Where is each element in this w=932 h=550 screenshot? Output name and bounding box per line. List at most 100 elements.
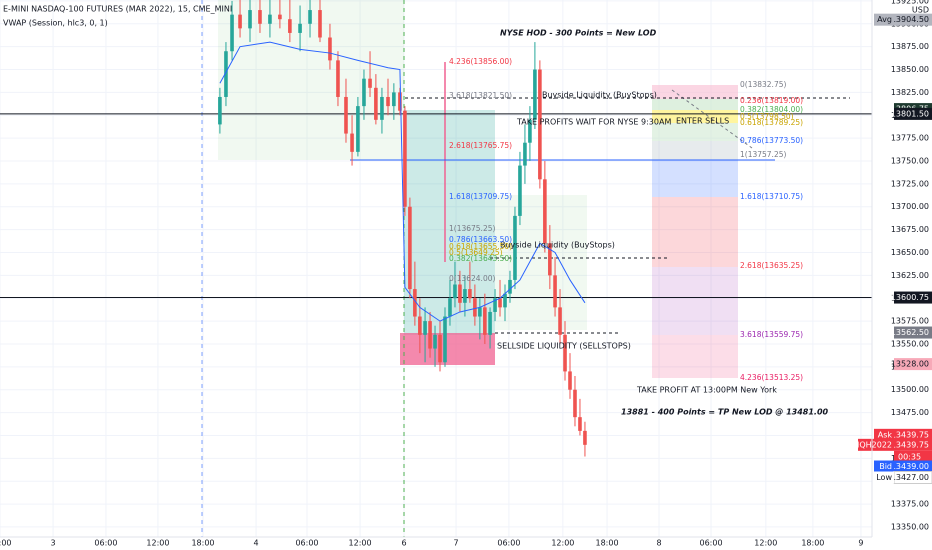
candle-body <box>443 316 447 363</box>
candle-body <box>308 10 312 24</box>
fib-label: 3.618(13821.50) <box>449 91 512 100</box>
fib-label: 0.618(13789.25) <box>740 118 803 127</box>
candle-body <box>218 96 222 125</box>
price-tag-label: 13427.00 <box>891 473 929 482</box>
fib-label: 0.5(13798.50) <box>740 112 794 121</box>
countdown-bg <box>894 450 932 463</box>
fib-band <box>652 335 738 378</box>
annotation: ENTER SELLS <box>676 117 729 126</box>
x-tick-label: 3 <box>51 539 56 548</box>
candle-body <box>438 334 442 363</box>
price-tag-name: NQH2022 <box>853 440 892 449</box>
fib-label: 1.618(13709.75) <box>449 192 512 201</box>
fib-label: 0.618(13655.50) <box>449 242 512 251</box>
x-tick-label: 18:00 <box>596 539 619 548</box>
price-tag <box>894 291 932 304</box>
candle-body <box>448 298 452 317</box>
fib-label: 3.618(13559.75) <box>740 330 803 339</box>
candle-body <box>548 243 552 276</box>
candle-body <box>558 307 562 335</box>
y-tick-label: 13475.00 <box>891 408 929 417</box>
price-tag-name-bg <box>874 471 894 484</box>
y-tick-label: 13775.00 <box>891 134 929 143</box>
candle-body <box>298 23 302 33</box>
fib-label: 0.5(13649.25) <box>449 248 503 257</box>
price-tag-label: 13528.00 <box>891 360 929 369</box>
price-tag <box>894 326 932 339</box>
fib-label: 0.382(13804.00) <box>740 105 803 114</box>
candle-body <box>433 334 437 349</box>
long-position-stop <box>400 333 495 365</box>
y-tick-label: 13700.00 <box>891 202 929 211</box>
annotation: TAKE PROFITS WAIT FOR NYSE 9:30AM <box>516 118 671 127</box>
y-tick-label: 13825.00 <box>891 88 929 97</box>
candle-body <box>573 389 577 418</box>
candle-body <box>563 334 567 372</box>
price-tag-label: 13439.75 <box>891 440 929 449</box>
fib-label: 0.382(13643.50) <box>449 254 512 263</box>
candle-body <box>403 110 407 207</box>
candle-body <box>518 165 522 216</box>
candle-body <box>523 142 527 166</box>
y-tick-label: 13625.00 <box>891 271 929 280</box>
candle-body <box>374 87 378 120</box>
fib-label: 2.618(13635.25) <box>740 261 803 270</box>
x-tick-label: 18:00 <box>191 539 214 548</box>
candle-body <box>478 307 482 317</box>
candle-body <box>543 179 547 244</box>
x-tick-label: 06:00 <box>295 539 318 548</box>
candle-body <box>553 275 557 308</box>
candle-body <box>498 298 502 308</box>
indicator-legend: VWAP (Session, hlc3, 0, 1) <box>3 19 108 28</box>
fib-label: 1(13675.25) <box>449 224 495 233</box>
candle-body <box>368 78 372 88</box>
candle-body <box>398 92 402 111</box>
price-tag-name-bg <box>874 460 894 473</box>
x-tick-label: 00:00 <box>0 539 12 548</box>
price-tag-name: Bid <box>879 462 892 471</box>
plot <box>0 0 872 457</box>
price-tag <box>894 13 932 26</box>
candle-body <box>538 69 542 180</box>
annotation: Buyside Liquidity (BuyStops) <box>542 91 657 100</box>
candle-body <box>458 284 462 303</box>
range-box <box>495 195 587 330</box>
price-tag-name: Avg <box>877 15 892 24</box>
x-tick-label: 9 <box>858 539 863 548</box>
candle-body <box>258 10 262 24</box>
y-tick-label: 13550.00 <box>891 339 929 348</box>
candle-body <box>513 215 517 280</box>
candle-body <box>392 92 396 107</box>
y-tick-label: 13850.00 <box>891 65 929 74</box>
fib-label: 4.236(13856.00) <box>449 57 512 66</box>
fib-label: 1(13757.25) <box>740 150 786 159</box>
candle-body <box>483 307 487 335</box>
fib-label: 0.786(13773.50) <box>740 136 803 145</box>
x-tick-label: 12:00 <box>349 539 372 548</box>
y-tick-label: 13750.00 <box>891 157 929 166</box>
x-tick-label: 7 <box>453 539 458 548</box>
candle-body <box>463 289 467 303</box>
fib-band <box>652 197 738 267</box>
fib-label: 4.236(13513.25) <box>740 373 803 382</box>
chart-title: E-MINI NASDAQ-100 FUTURES (MAR 2022), 15… <box>3 5 232 14</box>
price-tag <box>894 460 932 473</box>
candle-body <box>362 78 366 107</box>
candle-body <box>453 284 457 299</box>
fib-label: 1.618(13710.75) <box>740 192 803 201</box>
x-tick-label: 12:00 <box>754 539 777 548</box>
y-tick-label: 13350.00 <box>891 522 929 531</box>
candle-body <box>528 119 532 143</box>
candle-body <box>230 14 234 52</box>
x-tick-label: 12:00 <box>146 539 169 548</box>
candle-body <box>413 289 417 317</box>
candle-body <box>408 206 412 290</box>
candle-body <box>278 14 282 20</box>
price-tag-label: 13562.50 <box>891 328 929 337</box>
candle-body <box>386 96 390 107</box>
annotation: 13881 - 400 Points = TP New LOD @ 13481.… <box>621 408 829 417</box>
candle-body <box>288 19 292 33</box>
candle-body <box>583 430 587 445</box>
price-tag <box>894 428 932 441</box>
